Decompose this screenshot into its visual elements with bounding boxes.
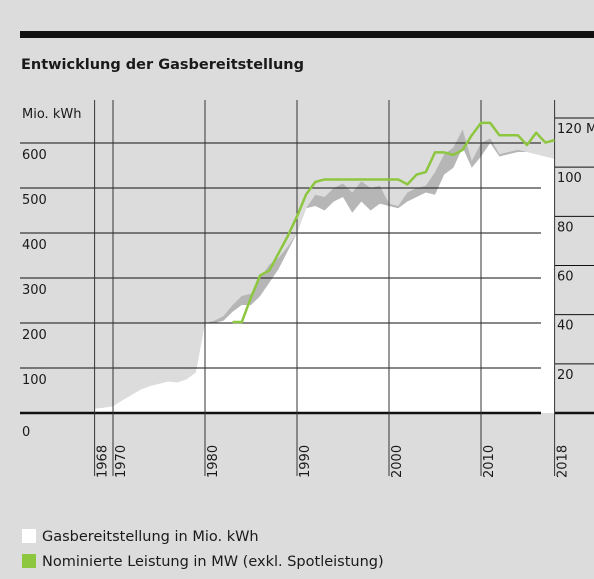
y2-tick-label: 20: [557, 368, 574, 383]
x-tick-label: 1980: [206, 445, 221, 478]
y2-tick-label: 80: [557, 220, 574, 235]
x-tick-label: 2000: [390, 445, 405, 478]
x-tick-label: 1990: [298, 445, 313, 478]
y-axis-label: Mio. kWh: [22, 107, 81, 122]
legend-label: Gasbereitstellung in Mio. kWh: [42, 529, 259, 545]
chart-title: Entwicklung der Gasbereitstellung: [21, 57, 304, 73]
y-tick-label: 200: [22, 328, 47, 343]
y-tick-label: 300: [22, 283, 47, 298]
y2-tick-label: 120 M: [557, 122, 594, 137]
y-tick-label: 0: [22, 425, 30, 440]
x-tick-label: 2018: [556, 445, 571, 478]
x-tick-label: 1970: [114, 445, 129, 478]
series-line: [232, 121, 555, 324]
y-tick-label: 100: [22, 373, 47, 388]
y2-tick-label: 60: [557, 270, 574, 285]
y2-tick-label: 100: [557, 171, 582, 186]
x-tick-label: 2010: [482, 445, 497, 478]
x-tick-label: 1968: [96, 445, 111, 478]
y2-tick-label: 40: [557, 319, 574, 334]
y-tick-label: 500: [22, 193, 47, 208]
y-tick-label: 600: [22, 148, 47, 163]
y-tick-label: 400: [22, 238, 47, 253]
legend-swatch: [22, 529, 36, 543]
top-rule: [20, 31, 594, 38]
legend-swatch: [22, 554, 36, 568]
legend-label: Nominierte Leistung in MW (exkl. Spotlei…: [42, 554, 384, 570]
